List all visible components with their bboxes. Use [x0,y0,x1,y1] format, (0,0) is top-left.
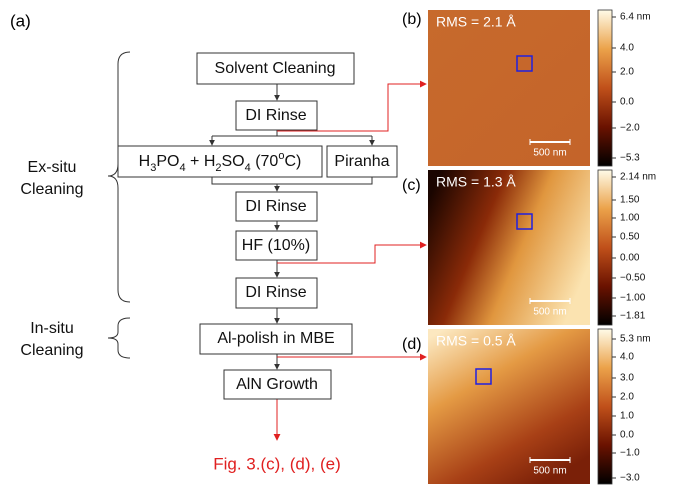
colorbar-tick-label: −1.00 [620,293,646,304]
scale-bar-label: 500 nm [533,148,566,159]
figure: (a) Ex-situ Cleaning In-situ Cleaning So… [0,0,675,485]
text-segment: + H [186,153,216,170]
step: DI Rinse [245,198,306,215]
scale-bar-label: 500 nm [533,466,566,477]
colorbar [598,170,612,325]
panel-label: (d) [402,336,422,353]
step: Piranha [334,153,389,170]
panel-label: (b) [402,11,422,28]
colorbar-tick-label: 2.0 [620,67,634,78]
colorbar-tick-label: 2.14 nm [620,172,656,183]
step: Solvent Cleaning [215,60,336,77]
colorbar-tick-label: 0.0 [620,97,634,108]
colorbar [598,10,612,166]
colorbar-tick-label: 1.00 [620,213,640,224]
rms-label: RMS = 1.3 Å [436,174,516,190]
text-segment: C) [284,153,301,170]
result-label: Fig. 3.(c), (d), (e) [213,454,341,473]
colorbar-tick-label: −2.0 [620,123,640,134]
rms-label: RMS = 2.1 Å [436,14,516,30]
step: DI Rinse [245,107,306,124]
colorbar-tick-label: 5.3 nm [620,334,651,345]
brace [108,318,130,358]
flowchart: Solvent Cleaning DI Rinse H3PO4 + H2SO4 … [118,53,397,399]
colorbar-tick-label: 4.0 [620,352,634,363]
colorbar-tick-label: 1.0 [620,411,634,422]
step: DI Rinse [245,284,306,301]
side-label: In-situ [30,320,74,337]
colorbar-tick-label: 0.50 [620,232,640,243]
step: AlN Growth [236,376,318,393]
colorbar-tick-label: 2.0 [620,392,634,403]
side-label: Cleaning [20,181,83,198]
colorbar-tick-label: 6.4 nm [620,12,651,23]
text-segment: H [139,153,151,170]
rms-label: RMS = 0.5 Å [436,333,516,349]
step: HF (10%) [242,237,310,254]
colorbar-tick-label: −5.3 [620,153,640,164]
colorbar-tick-label: 4.0 [620,43,634,54]
panel-label: (c) [402,177,421,194]
colorbar-tick-label: 3.0 [620,373,634,384]
panel-label: (a) [10,11,31,30]
scale-bar-label: 500 nm [533,307,566,318]
colorbar-tick-label: −3.0 [620,473,640,484]
colorbar-tick-label: −1.81 [620,311,646,322]
colorbar-tick-label: 0.00 [620,253,640,264]
step: Al-polish in MBE [217,330,334,347]
colorbar-tick-label: 0.0 [620,430,634,441]
colorbar-tick-label: 1.50 [620,195,640,206]
text-segment: SO [222,153,245,170]
side-label: Ex-situ [28,159,77,176]
colorbar-tick-label: −0.50 [620,273,646,284]
text-segment: (70 [251,153,279,170]
colorbar-tick-label: −1.0 [620,448,640,459]
colorbar [598,329,612,484]
side-label: Cleaning [20,342,83,359]
text-segment: PO [156,153,179,170]
